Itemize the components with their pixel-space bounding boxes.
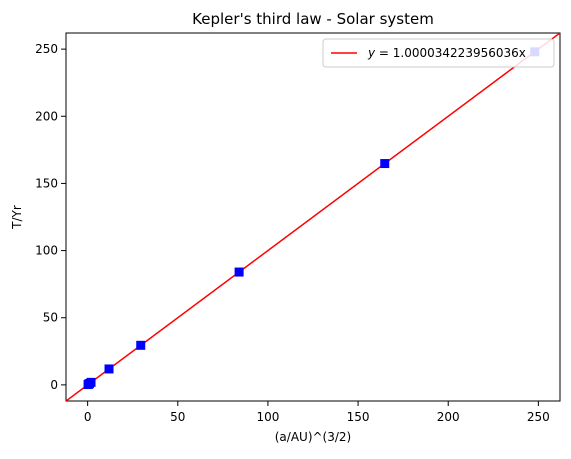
plot-frame — [65, 32, 561, 402]
y-tick-label: 0 — [50, 378, 58, 392]
x-axis-label: (a/AU)^(3/2) — [275, 430, 351, 444]
fit-line — [66, 33, 560, 401]
y-axis-label: T/Yr — [10, 205, 24, 230]
x-tick-label: 200 — [437, 410, 460, 424]
y-tick-label: 200 — [35, 109, 58, 123]
y-tick-label: 100 — [35, 244, 58, 258]
chart-title: Kepler's third law - Solar system — [192, 10, 434, 28]
plot-content — [66, 33, 560, 401]
y-tick-label: 150 — [35, 176, 58, 190]
x-tick-label: 0 — [84, 410, 92, 424]
legend-equation: = 1.000034223956036x — [375, 46, 526, 60]
data-point-square — [380, 159, 390, 169]
y-tick-label: 50 — [43, 311, 58, 325]
x-tick-label: 100 — [256, 410, 279, 424]
x-tick-label: 150 — [347, 410, 370, 424]
data-point-square — [234, 267, 244, 277]
legend-variable: y — [367, 46, 376, 60]
data-point-square — [104, 364, 114, 374]
legend-box — [322, 38, 555, 68]
y-tick-label: 250 — [35, 42, 58, 56]
x-axis-ticks: 0 50 100 150 200 250 — [84, 401, 550, 424]
data-point-square — [86, 377, 96, 387]
data-point-square — [136, 340, 146, 350]
x-tick-label: 50 — [170, 410, 185, 424]
legend-label: y = 1.000034223956036x — [367, 46, 526, 60]
legend: y = 1.000034223956036x — [322, 38, 555, 68]
x-tick-label: 250 — [527, 410, 550, 424]
y-axis-ticks: 0 50 100 150 200 250 — [35, 42, 66, 392]
